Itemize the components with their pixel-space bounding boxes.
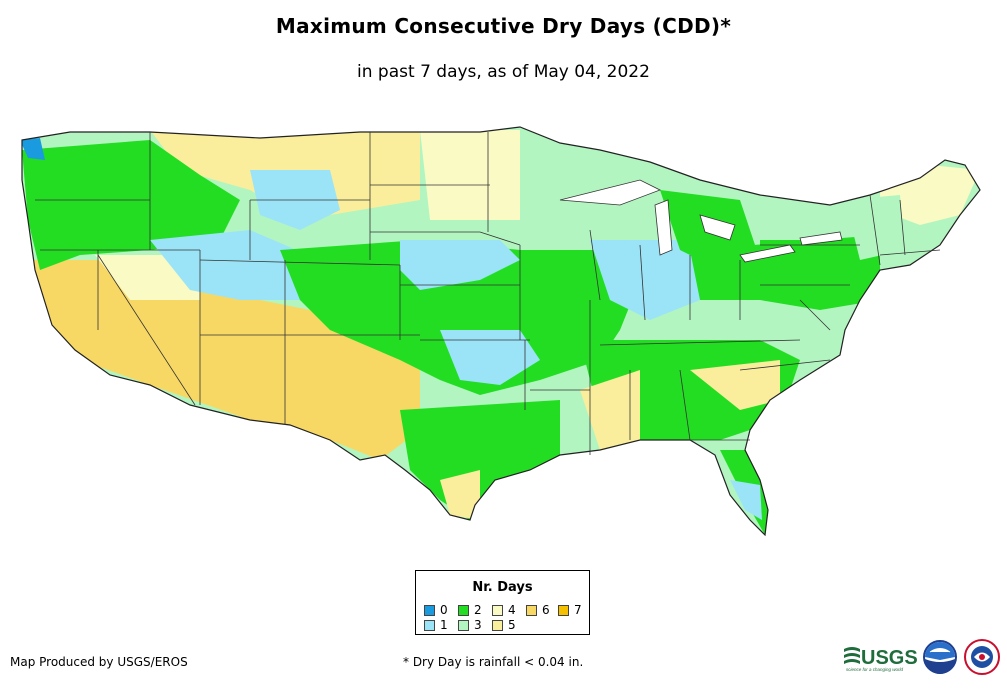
map-title: Maximum Consecutive Dry Days (CDD)*	[275, 14, 732, 38]
legend-label: 5	[508, 618, 516, 632]
legend-item-0: 0	[424, 603, 448, 617]
legend-item-6: 6	[526, 603, 550, 617]
nws-logo-icon	[964, 639, 1000, 675]
legend-item-4: 4	[492, 603, 516, 617]
legend-swatch	[492, 619, 503, 631]
legend-title: Nr. Days	[472, 580, 533, 595]
legend-item-5: 5	[492, 618, 516, 632]
credit-text: Map Produced by USGS/EROS	[10, 655, 188, 669]
legend-item-1: 1	[424, 618, 448, 632]
usgs-wordmark: USGS	[861, 647, 918, 669]
legend-item-3: 3	[458, 618, 482, 632]
legend-swatch	[492, 604, 503, 616]
legend-label: 7	[574, 603, 582, 617]
legend-swatch	[526, 604, 537, 616]
footnote-text: * Dry Day is rainfall < 0.04 in.	[403, 655, 584, 669]
usgs-logo: USGS science for a changing world	[844, 647, 918, 672]
usgs-tagline: science for a changing world	[846, 667, 904, 672]
legend-label: 6	[542, 603, 550, 617]
map-subtitle: in past 7 days, as of May 04, 2022	[357, 62, 650, 82]
legend-swatch	[424, 619, 435, 631]
noaa-logo-icon	[923, 640, 957, 674]
legend-label: 4	[508, 603, 516, 617]
legend-item-7: 7	[558, 603, 582, 617]
legend-swatch	[424, 604, 435, 616]
legend: Nr. Days 0 1 2 3 4 5 6 7	[415, 570, 590, 635]
legend-label: 0	[440, 603, 448, 617]
legend-item-2: 2	[458, 603, 482, 617]
legend-swatch	[458, 604, 469, 616]
agency-logos: USGS science for a changing world	[844, 639, 1000, 675]
legend-swatch	[558, 604, 569, 616]
legend-swatch	[458, 619, 469, 631]
legend-label: 3	[474, 618, 482, 632]
legend-label: 2	[474, 603, 482, 617]
legend-label: 1	[440, 618, 448, 632]
